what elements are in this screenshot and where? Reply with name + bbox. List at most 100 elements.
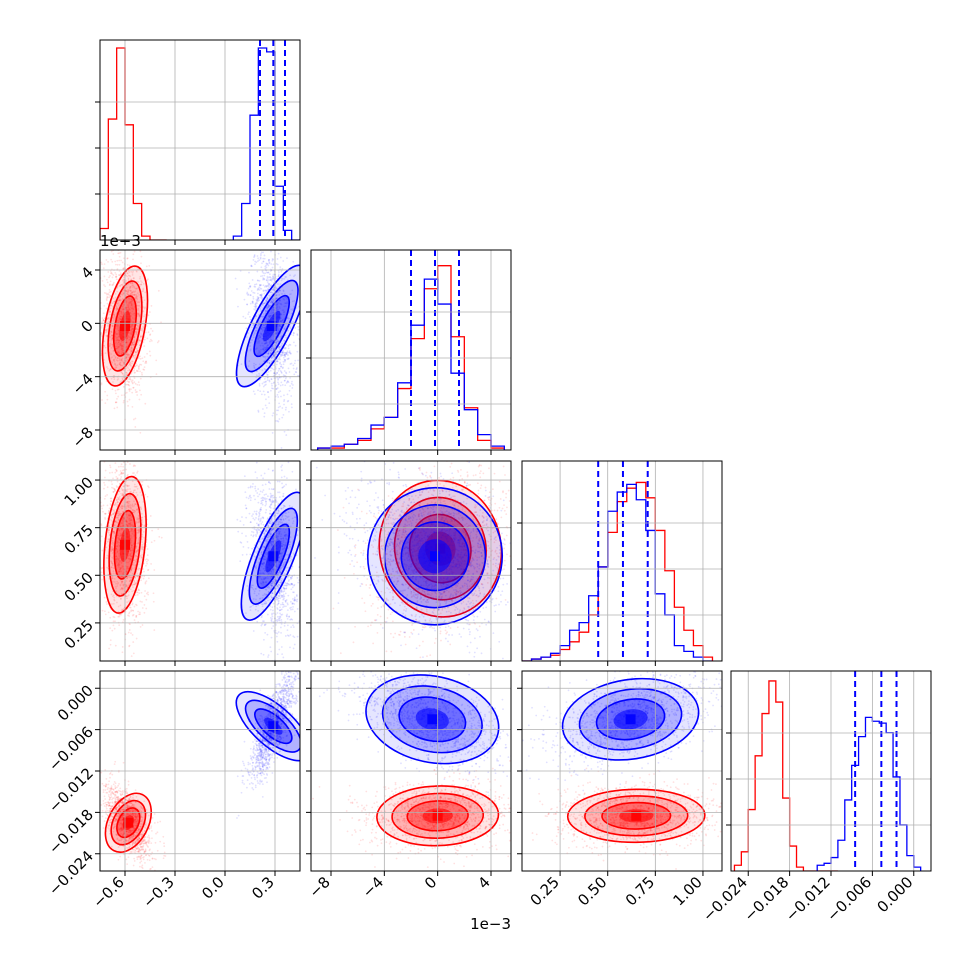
sample-point [119, 264, 121, 266]
sample-point [117, 396, 119, 398]
sample-point [105, 470, 107, 472]
sample-point [268, 279, 270, 281]
sample-point [290, 363, 292, 365]
density-red [83, 427, 162, 684]
sample-point [292, 364, 294, 366]
sample-point [297, 359, 299, 361]
sample-point [293, 341, 295, 343]
sample-point [136, 681, 138, 683]
sample-point [136, 370, 138, 372]
sample-point [107, 281, 109, 283]
sample-point [148, 314, 150, 316]
sample-point [104, 597, 106, 599]
sample-point [261, 497, 263, 499]
sample-point [276, 414, 278, 416]
sample-point [272, 432, 274, 434]
sample-point [271, 438, 273, 440]
sample-point [288, 367, 290, 369]
sample-point [246, 246, 248, 248]
sample-point [128, 430, 130, 432]
sample-point [267, 379, 269, 381]
sample-point [133, 465, 135, 467]
sample-point [279, 613, 281, 615]
sample-point [259, 280, 261, 282]
sample-point [116, 486, 118, 488]
sample-point [140, 579, 142, 581]
sample-point [145, 608, 147, 610]
sample-point [146, 353, 148, 355]
sample-point [117, 481, 119, 483]
sample-point [252, 279, 254, 281]
sample-point [279, 368, 281, 370]
sample-point [139, 612, 141, 614]
sample-point [139, 389, 141, 391]
sample-point [292, 598, 294, 600]
sample-point [130, 388, 132, 390]
sample-point [146, 337, 148, 339]
sample-point [250, 303, 252, 305]
sample-point [295, 371, 297, 373]
sample-point [263, 293, 265, 295]
sample-point [252, 513, 254, 515]
sample-point [158, 290, 160, 292]
sample-point [271, 616, 273, 618]
sample-point [131, 380, 133, 382]
sample-point [255, 261, 257, 263]
sample-point [143, 578, 145, 580]
sample-point [122, 646, 124, 648]
sample-point [290, 680, 292, 682]
sample-point [269, 510, 271, 512]
sample-point [269, 381, 271, 383]
sample-point [273, 364, 275, 366]
sample-point [97, 350, 99, 352]
sample-point [128, 389, 130, 391]
sample-point [260, 297, 262, 299]
sample-point [105, 495, 107, 497]
sample-point [246, 303, 248, 305]
sample-point [276, 364, 278, 366]
sample-point [115, 276, 117, 278]
sample-point [276, 361, 278, 363]
sample-point [95, 283, 97, 285]
sample-point [268, 271, 270, 273]
sample-point [278, 374, 280, 376]
sample-point [265, 405, 267, 407]
sample-point [145, 332, 147, 334]
sample-point [267, 391, 269, 393]
sample-point [96, 345, 98, 347]
sample-point [268, 396, 270, 398]
sample-point [136, 592, 138, 594]
sample-point [94, 586, 96, 588]
sample-point [271, 383, 273, 385]
sample-point [122, 451, 124, 453]
x-tick-label: 0.000 [873, 873, 916, 916]
sample-point [254, 303, 256, 305]
sample-point [268, 283, 270, 285]
sample-point [256, 246, 258, 248]
sample-point [268, 468, 270, 470]
sample-point [265, 264, 267, 266]
sample-point [111, 481, 113, 483]
sample-point [108, 276, 110, 278]
sample-point [118, 438, 120, 440]
histogram-series-1 [522, 484, 712, 661]
sample-point [284, 380, 286, 382]
sample-point [287, 609, 289, 611]
sample-point [291, 619, 293, 621]
sample-point [265, 381, 267, 383]
sample-point [259, 383, 261, 385]
sample-point [150, 339, 152, 341]
sample-point [150, 563, 152, 565]
sample-point [141, 357, 143, 359]
sample-point [291, 407, 293, 409]
sample-point [120, 260, 122, 262]
sample-point [252, 453, 254, 455]
sample-point [280, 257, 282, 259]
sample-point [145, 360, 147, 362]
sample-point [121, 463, 123, 465]
sample-point [273, 369, 275, 371]
sample-point [296, 599, 298, 601]
